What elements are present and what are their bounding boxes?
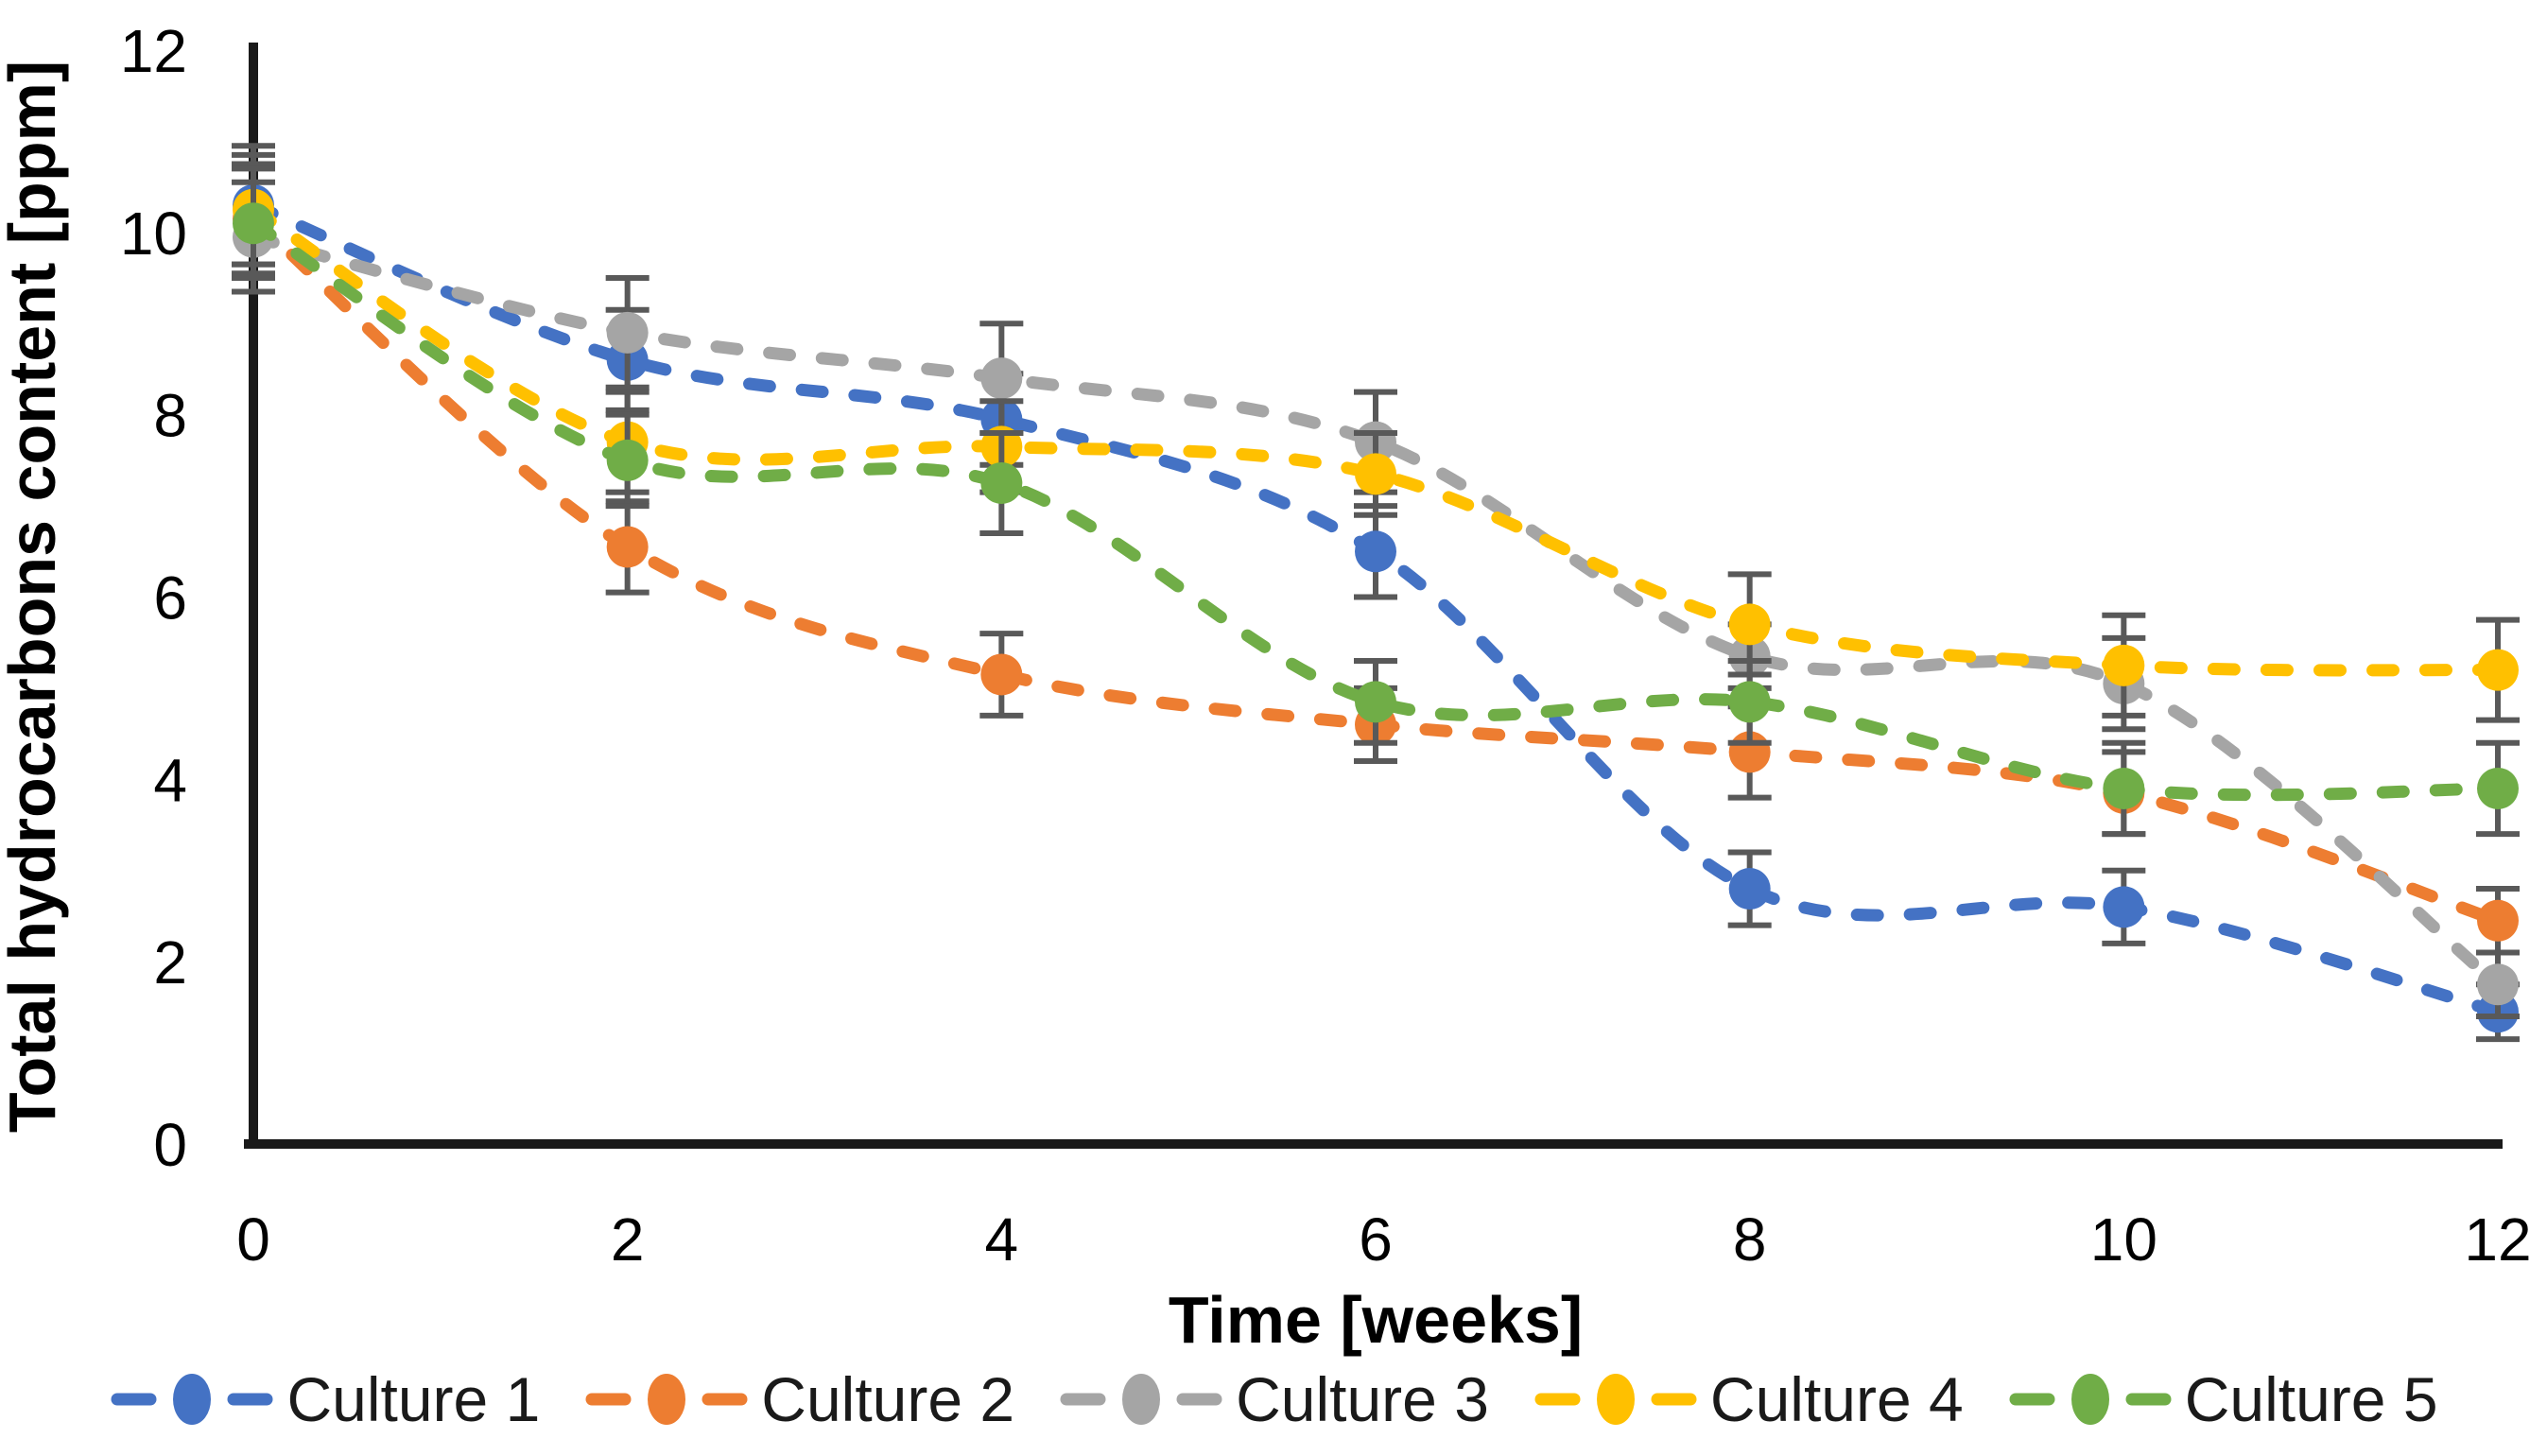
- legend-label: Culture 4: [1709, 1364, 1964, 1434]
- data-point-marker-culture-5: [980, 461, 1023, 504]
- legend-marker-dash-dot-icon: [585, 1374, 748, 1425]
- y-tick-label: 0: [153, 1111, 187, 1179]
- data-point-marker-culture-1: [1355, 530, 1396, 573]
- legend-marker-dash-dot-icon: [1060, 1374, 1222, 1425]
- y-tick-label: 12: [120, 17, 187, 85]
- x-tick-label: 10: [2090, 1205, 2157, 1274]
- y-tick-label: 6: [153, 564, 187, 633]
- data-point-marker-culture-2: [2477, 899, 2519, 942]
- x-tick-label: 2: [611, 1205, 645, 1274]
- x-tick-label: 12: [2464, 1205, 2531, 1274]
- x-tick-label: 0: [236, 1205, 270, 1274]
- y-axis-title: Total hydrocarbons content [ppm]: [0, 61, 69, 1133]
- legend-marker-dash-dot-icon: [2009, 1374, 2172, 1425]
- data-point-marker-culture-4: [1728, 603, 1771, 646]
- data-point-marker-culture-2: [980, 653, 1023, 696]
- legend-item-culture-4: Culture 4: [1533, 1363, 1964, 1435]
- data-point-marker-culture-4: [2477, 649, 2519, 691]
- x-tick-label: 4: [985, 1205, 1019, 1274]
- legend-label: Culture 5: [2184, 1364, 2438, 1434]
- y-tick-label: 10: [120, 199, 187, 268]
- legend-item-culture-1: Culture 1: [109, 1363, 540, 1435]
- series-line-culture-1: [247, 199, 2504, 1018]
- x-tick-label: 6: [1359, 1205, 1393, 1274]
- data-point-marker-culture-1: [2103, 886, 2145, 928]
- x-tick-label: 8: [1733, 1205, 1767, 1274]
- legend-label: Culture 2: [761, 1364, 1015, 1434]
- data-point-marker-culture-3: [606, 311, 649, 354]
- data-point-marker-culture-1: [1728, 868, 1771, 910]
- data-point-marker-culture-5: [606, 439, 649, 481]
- plot-generated-content: 0 2 4 6 8 10 12 0 2 4 6 8 10 12: [120, 17, 2532, 1274]
- data-point-marker-culture-5: [2477, 767, 2519, 809]
- legend-item-culture-2: Culture 2: [583, 1363, 1014, 1435]
- data-point-marker-culture-3: [980, 357, 1023, 400]
- data-point-marker-culture-5: [2103, 767, 2145, 809]
- y-tick-label: 2: [153, 928, 187, 997]
- chart-legend: Culture 1 Culture 2 Culture 3: [0, 1363, 2547, 1435]
- y-tick-label: 4: [153, 746, 187, 814]
- legend-item-culture-5: Culture 5: [2007, 1363, 2438, 1435]
- line-chart-plot: 0 2 4 6 8 10 12 0 2 4 6 8 10 12 Total hydrocarbons co…: [0, 17, 2532, 1357]
- legend-label: Culture 3: [1236, 1364, 1489, 1434]
- legend-marker-dash-dot-icon: [111, 1374, 273, 1425]
- data-point-marker-culture-5: [1728, 681, 1771, 723]
- legend-label: Culture 1: [286, 1364, 541, 1434]
- y-tick-label: 8: [153, 382, 187, 450]
- data-point-marker-culture-5: [233, 202, 274, 245]
- legend-item-culture-3: Culture 3: [1058, 1363, 1489, 1435]
- legend-marker-dash-dot-icon: [1534, 1374, 1697, 1425]
- data-point-marker-culture-2: [606, 526, 649, 568]
- data-point-marker-culture-5: [1355, 681, 1396, 723]
- data-point-marker-culture-4: [1355, 453, 1396, 495]
- x-axis-title: Time [weeks]: [1169, 1283, 1583, 1357]
- data-point-marker-culture-4: [2103, 644, 2145, 686]
- data-point-marker-culture-3: [2477, 963, 2519, 1006]
